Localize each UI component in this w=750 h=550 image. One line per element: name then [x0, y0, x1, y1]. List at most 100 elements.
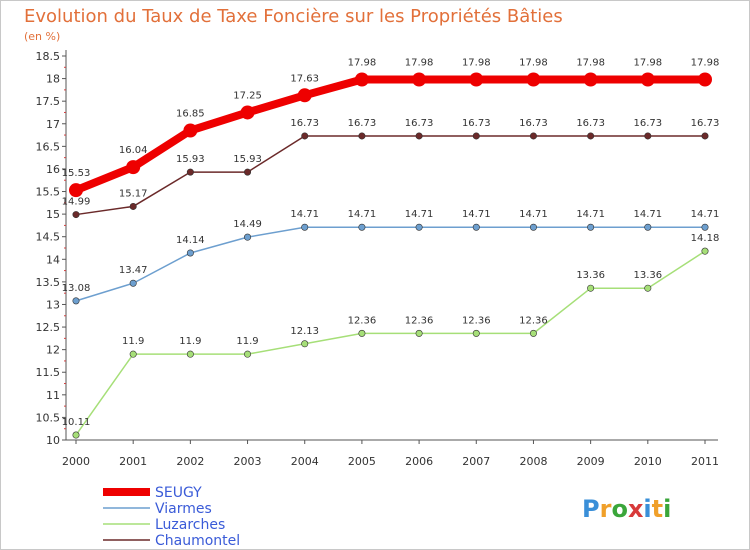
y-tick-label: 10.5	[36, 411, 61, 424]
data-point-viarmes	[358, 223, 366, 231]
data-label-seugy: 16.04	[119, 145, 148, 156]
y-tick-label: 18.5	[36, 50, 61, 63]
data-label-viarmes: 14.71	[290, 209, 319, 220]
logo-letter: i	[643, 495, 651, 523]
y-tick-label: 14	[46, 253, 60, 266]
data-label-viarmes: 14.71	[691, 209, 720, 220]
data-label-luzarches: 11.9	[122, 336, 144, 347]
x-tick-label: 2009	[577, 455, 605, 468]
data-point-seugy	[69, 183, 83, 198]
y-tick-label: 15	[46, 208, 60, 221]
logo-letter: P	[582, 495, 600, 523]
data-label-chaumontel: 16.73	[519, 118, 548, 129]
data-point-seugy	[412, 72, 427, 87]
x-tick-label: 2010	[634, 455, 662, 468]
data-point-chaumontel	[72, 211, 80, 219]
data-point-chaumontel	[644, 132, 652, 140]
data-point-chaumontel	[587, 132, 595, 140]
logo-letter: t	[652, 495, 663, 523]
data-label-chaumontel: 15.93	[233, 154, 262, 165]
chart-title: Evolution du Taux de Taxe Foncière sur l…	[24, 6, 563, 27]
logo-text: Proxiti	[582, 495, 671, 523]
x-tick-label: 2006	[405, 455, 433, 468]
data-point-chaumontel	[415, 132, 423, 140]
data-point-seugy	[297, 88, 312, 103]
data-label-viarmes: 13.08	[62, 283, 91, 294]
data-label-viarmes: 13.47	[119, 265, 148, 276]
data-label-viarmes: 14.49	[233, 219, 262, 230]
series-line-luzarches	[75, 250, 706, 436]
data-point-luzarches	[415, 329, 423, 337]
data-point-viarmes	[587, 223, 595, 231]
data-label-viarmes: 14.71	[633, 209, 662, 220]
y-tick-label: 14.5	[36, 231, 61, 244]
data-label-seugy: 17.98	[405, 57, 434, 68]
data-label-seugy: 15.53	[62, 168, 91, 179]
data-label-seugy: 17.98	[462, 57, 491, 68]
y-tick-label: 13	[46, 298, 60, 311]
x-tick-label: 2007	[462, 455, 490, 468]
data-point-seugy	[183, 123, 198, 138]
data-label-viarmes: 14.71	[519, 209, 548, 220]
data-label-luzarches: 10.11	[62, 417, 91, 428]
data-point-seugy	[126, 160, 141, 175]
data-label-luzarches: 11.9	[236, 336, 258, 347]
data-point-viarmes	[415, 223, 423, 231]
data-label-chaumontel: 16.73	[290, 118, 319, 129]
data-point-luzarches	[186, 350, 194, 358]
data-label-chaumontel: 16.73	[462, 118, 491, 129]
y-tick-label: 12	[46, 344, 60, 357]
data-label-viarmes: 14.71	[348, 209, 377, 220]
data-point-luzarches	[644, 284, 652, 292]
y-tick-label: 16.5	[36, 140, 61, 153]
legend-label: Viarmes	[155, 501, 212, 517]
x-tick-label: 2005	[348, 455, 376, 468]
data-label-luzarches: 12.36	[519, 315, 548, 326]
logo-letter: i	[663, 495, 671, 523]
data-label-seugy: 17.98	[348, 57, 377, 68]
data-point-viarmes	[129, 279, 137, 287]
series-layer	[69, 72, 712, 439]
series-line-seugy	[72, 75, 709, 195]
data-point-luzarches	[301, 340, 309, 348]
y-tick-label: 15.5	[36, 186, 61, 199]
data-point-chaumontel	[301, 132, 309, 140]
data-label-luzarches: 12.36	[462, 315, 491, 326]
data-label-luzarches: 13.36	[633, 270, 662, 281]
data-point-seugy	[698, 72, 712, 87]
data-label-viarmes: 14.14	[176, 235, 205, 246]
data-label-chaumontel: 16.73	[348, 118, 377, 129]
data-point-chaumontel	[472, 132, 480, 140]
legend-label: SEUGY	[155, 485, 202, 501]
data-point-chaumontel	[529, 132, 537, 140]
data-label-chaumontel: 16.73	[691, 118, 720, 129]
data-label-luzarches: 12.36	[405, 315, 434, 326]
data-point-luzarches	[587, 284, 595, 292]
data-label-luzarches: 14.18	[691, 233, 720, 244]
y-tick-label: 13.5	[36, 276, 61, 289]
x-tick-label: 2003	[234, 455, 262, 468]
y-tick-label: 16	[46, 163, 60, 176]
x-tick-label: 2011	[691, 455, 719, 468]
data-label-luzarches: 12.13	[290, 326, 319, 337]
series-line-chaumontel	[75, 135, 706, 216]
data-point-seugy	[640, 72, 655, 87]
data-label-seugy: 16.85	[176, 109, 205, 120]
data-label-seugy: 17.98	[633, 57, 662, 68]
data-point-luzarches	[129, 350, 137, 358]
data-point-chaumontel	[701, 132, 709, 140]
data-label-chaumontel: 15.17	[119, 188, 148, 199]
data-label-seugy: 17.98	[519, 57, 548, 68]
data-point-viarmes	[644, 223, 652, 231]
data-point-seugy	[354, 72, 369, 87]
legend-label: Luzarches	[155, 517, 225, 533]
x-tick-label: 2001	[119, 455, 147, 468]
data-point-viarmes	[701, 223, 709, 231]
logo-letter: o	[611, 495, 628, 523]
y-tick-label: 18	[46, 73, 60, 86]
x-tick-label: 2004	[291, 455, 319, 468]
data-label-viarmes: 14.71	[405, 209, 434, 220]
data-point-viarmes	[72, 297, 80, 305]
data-label-viarmes: 14.71	[462, 209, 491, 220]
